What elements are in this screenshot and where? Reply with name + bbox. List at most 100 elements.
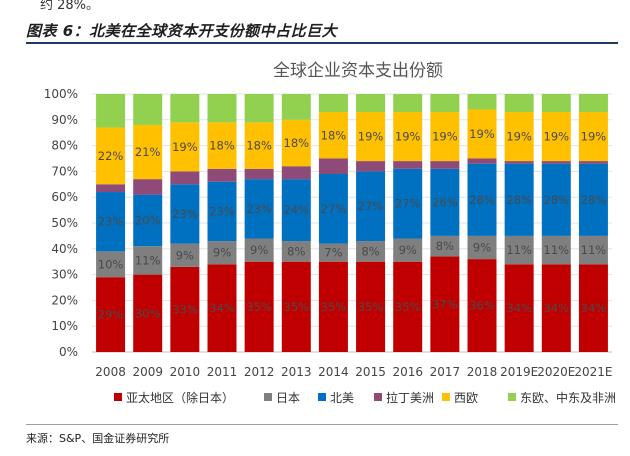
data-label: 8% <box>436 239 454 253</box>
y-tick-label: 0% <box>59 345 78 359</box>
x-tick-label: 2017 <box>430 365 461 379</box>
x-tick-label: 2014 <box>318 365 349 379</box>
data-label: 9% <box>213 246 231 260</box>
bar-segment <box>393 238 423 262</box>
data-label: 23% <box>98 215 124 229</box>
bar-segment <box>318 261 348 352</box>
bar-segment <box>170 243 200 267</box>
y-tick-label: 50% <box>51 216 78 230</box>
bar-segment <box>133 124 163 180</box>
bar-segment <box>281 94 311 120</box>
title-rule <box>26 42 618 44</box>
bar-segment <box>96 94 126 128</box>
x-tick-label: 2011 <box>207 365 238 379</box>
bar-segment <box>96 192 126 252</box>
bar-segment <box>430 256 460 352</box>
bar-segment <box>541 94 571 113</box>
bar-segment <box>541 161 571 164</box>
bar-segment <box>244 238 274 262</box>
data-label: 34% <box>544 301 570 315</box>
bar-segment <box>244 261 274 352</box>
bar-segment <box>541 264 571 352</box>
bar-segment <box>504 163 534 236</box>
data-label: 29% <box>98 308 124 322</box>
data-label: 35% <box>284 300 310 314</box>
data-label: 9% <box>250 243 268 257</box>
figure-title: 图表 6：北美在全球资本开支份额中占比巨大 <box>26 22 338 40</box>
legend-swatch <box>508 393 516 401</box>
bar-segment <box>281 119 311 167</box>
gridlines <box>92 93 612 353</box>
bar-segment <box>133 194 163 247</box>
bar-segment <box>133 94 163 125</box>
data-label: 8% <box>361 244 379 258</box>
data-label: 7% <box>324 246 342 260</box>
data-label: 20% <box>135 213 161 227</box>
bar-segment <box>96 127 126 185</box>
data-label: 27% <box>395 197 421 211</box>
bar-segment <box>578 112 608 162</box>
y-tick-label: 20% <box>51 293 78 307</box>
bar-segment <box>578 163 608 236</box>
bar-segment <box>318 173 348 244</box>
source-rule <box>26 424 618 425</box>
bar-segment <box>207 168 237 182</box>
data-label: 9% <box>473 241 491 255</box>
data-label: 11% <box>506 243 532 257</box>
bar-segment <box>356 241 386 262</box>
data-label: 18% <box>321 128 347 142</box>
legend-swatch <box>442 393 450 401</box>
legend-label: 东欧、中东及非洲 <box>520 390 616 405</box>
bar-segment <box>170 266 200 352</box>
bar-segment <box>467 259 497 352</box>
legend-swatch <box>374 393 382 401</box>
bar-segment <box>170 184 200 244</box>
data-label: 19% <box>395 130 421 144</box>
x-tick-label: 2009 <box>132 365 163 379</box>
source-note: 来源：S&P、国金证券研究所 <box>26 432 170 445</box>
bar-segment <box>96 251 126 278</box>
bar-segment <box>467 158 497 164</box>
data-label: 19% <box>432 130 458 144</box>
data-label: 18% <box>284 136 310 150</box>
bar-segment <box>430 112 460 162</box>
bar-segment <box>281 166 311 180</box>
data-label: 19% <box>506 130 532 144</box>
bar-segment <box>541 163 571 236</box>
bar-segment <box>504 235 534 265</box>
y-tick-label: 90% <box>51 113 78 127</box>
legend-label: 亚太地区（除日本） <box>126 390 234 405</box>
bar-segment <box>430 235 460 257</box>
bar-segment <box>467 109 497 159</box>
data-label: 34% <box>581 301 607 315</box>
data-label: 35% <box>246 300 272 314</box>
x-tick-label: 2016 <box>392 365 423 379</box>
y-tick-label: 10% <box>51 319 78 333</box>
bar-segment <box>356 171 386 242</box>
data-label: 19% <box>544 130 570 144</box>
bar-segment <box>504 161 534 164</box>
legend-swatch <box>318 393 326 401</box>
bar-segment <box>170 122 200 172</box>
data-label: 19% <box>358 130 384 144</box>
data-label: 19% <box>581 130 607 144</box>
x-tick-label: 2021E <box>574 365 612 379</box>
bar-segment <box>541 235 571 265</box>
bar-segment <box>356 261 386 352</box>
bar-segment <box>504 94 534 113</box>
y-tick-label: 60% <box>51 190 78 204</box>
bar-segment <box>133 274 163 352</box>
bar-segment <box>356 112 386 162</box>
legend: 亚太地区（除日本） 日本 北美 拉丁美洲 西欧 东欧、中东及非洲 <box>114 390 616 405</box>
bar-segment <box>393 261 423 352</box>
bar-segment <box>393 168 423 239</box>
bar-segment <box>467 235 497 260</box>
data-label: 23% <box>246 202 272 216</box>
bar-segment <box>244 168 274 180</box>
bar-segment <box>318 158 348 174</box>
bar-segment <box>281 179 311 242</box>
y-tick-label: 100% <box>44 87 78 101</box>
data-label: 11% <box>544 243 570 257</box>
data-label: 34% <box>506 301 532 315</box>
bar-segment <box>281 241 311 262</box>
